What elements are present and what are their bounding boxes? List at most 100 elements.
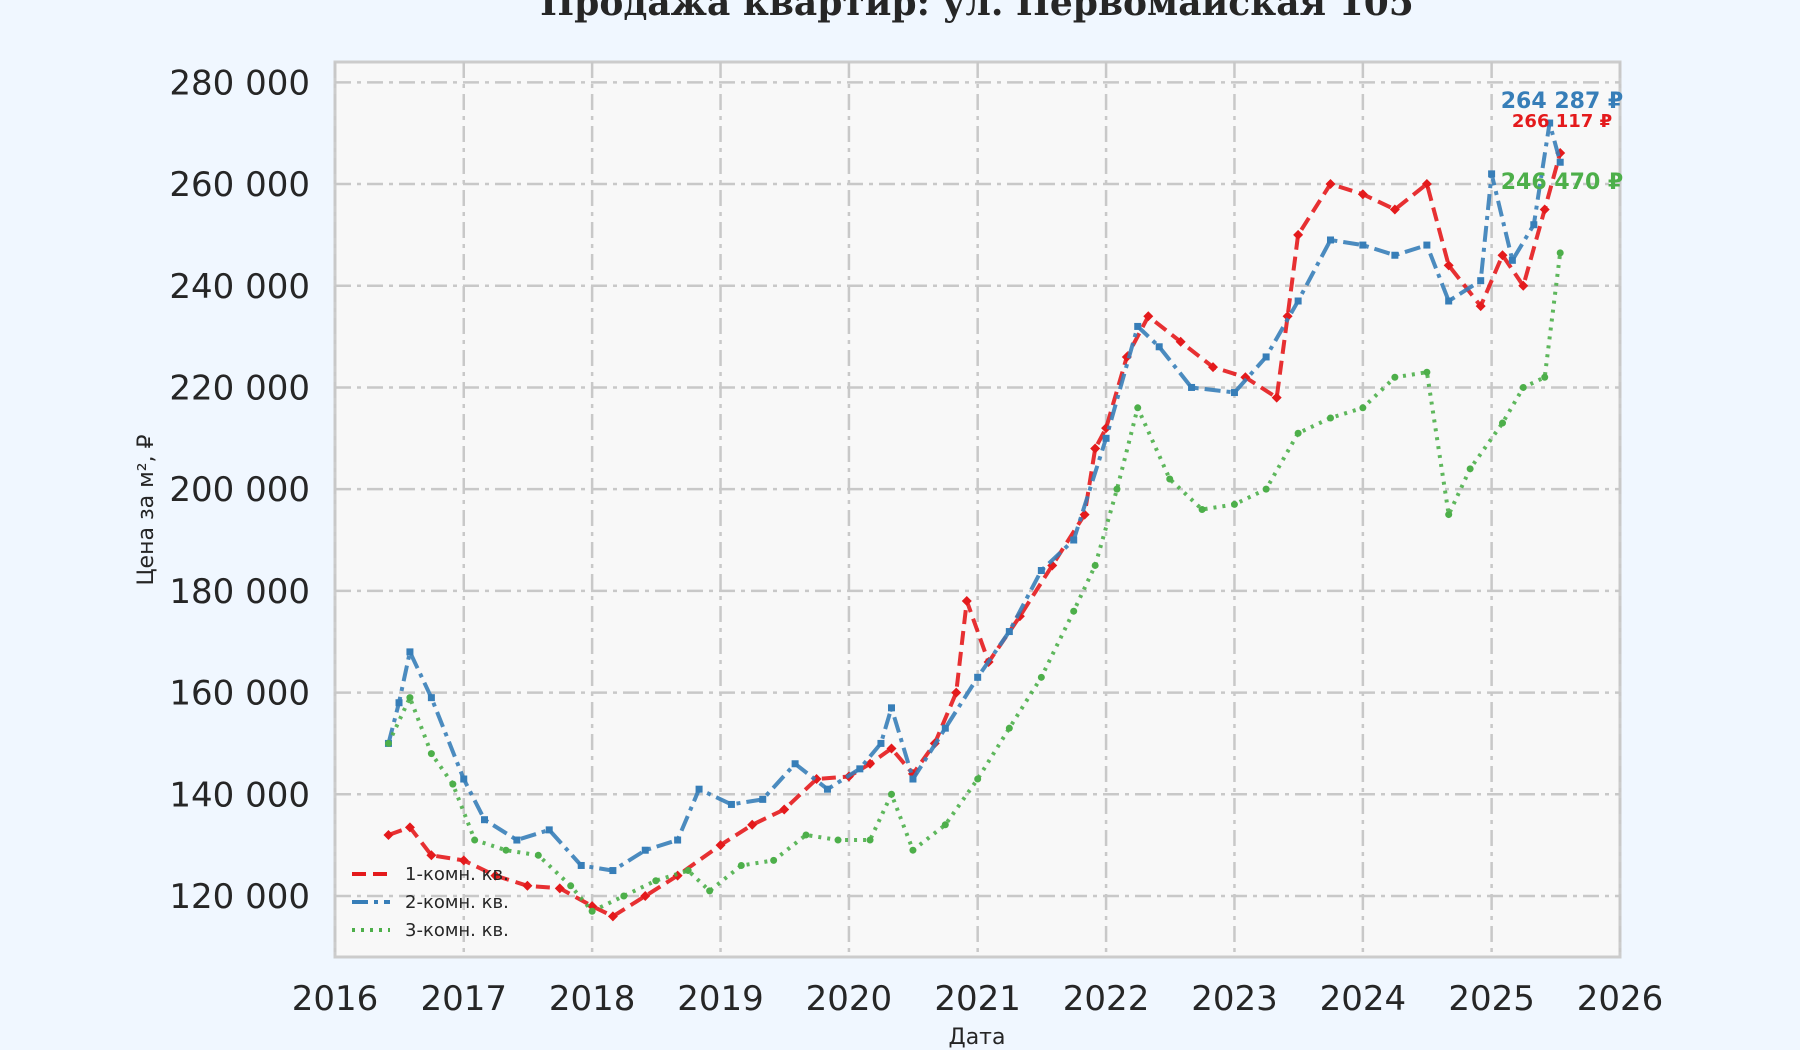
data-point	[1294, 429, 1302, 437]
data-point	[1230, 389, 1238, 397]
data-point	[974, 775, 982, 783]
data-point	[1541, 373, 1549, 381]
data-point	[383, 829, 394, 840]
data-point	[652, 877, 660, 885]
data-point	[706, 887, 714, 895]
data-point	[909, 775, 917, 783]
data-point	[1391, 373, 1399, 381]
data-point	[1005, 628, 1013, 636]
data-point	[1326, 236, 1334, 244]
data-point	[567, 882, 575, 890]
data-point	[577, 861, 585, 869]
data-point	[1175, 336, 1186, 347]
chart-title: Продажа квартир: ул. Первомайская 105	[540, 0, 1414, 24]
data-point	[1271, 392, 1282, 403]
data-point	[481, 816, 489, 824]
data-point	[886, 743, 897, 754]
data-point	[427, 750, 435, 758]
data-point	[727, 800, 735, 808]
data-point	[1443, 260, 1454, 271]
data-point	[1519, 383, 1527, 391]
data-point	[747, 819, 758, 830]
ticks: 2016 2017 2018 2019 2020 2021 2022 2023 2024 2025…	[169, 63, 1663, 1019]
x-tick-label: 2026	[1577, 979, 1664, 1019]
data-point	[1497, 250, 1508, 261]
data-point	[887, 704, 895, 712]
x-tick-label: 2017	[420, 979, 507, 1019]
data-point	[1166, 475, 1174, 483]
data-point	[1477, 277, 1485, 285]
data-point	[856, 765, 864, 773]
y-tick-label: 260 000	[169, 165, 310, 205]
data-point	[1262, 353, 1270, 361]
x-tick-label: 2019	[677, 979, 764, 1019]
data-point	[426, 850, 437, 861]
data-point	[1391, 251, 1399, 259]
data-point	[554, 883, 565, 894]
data-point	[620, 892, 628, 900]
data-point	[384, 739, 392, 747]
data-point	[1143, 311, 1154, 322]
y-tick-label: 120 000	[169, 877, 310, 917]
data-point	[877, 739, 885, 747]
x-tick-label: 2016	[292, 979, 379, 1019]
x-tick-label: 2021	[934, 979, 1021, 1019]
data-point	[1134, 404, 1142, 412]
data-point	[1499, 419, 1507, 427]
data-point	[1262, 485, 1270, 493]
data-point	[587, 901, 598, 912]
data-point	[909, 846, 917, 854]
data-point	[406, 648, 414, 656]
y-tick-label: 280 000	[169, 63, 310, 103]
data-point	[1518, 280, 1529, 291]
data-point	[961, 596, 972, 607]
data-point	[1556, 158, 1564, 166]
data-point	[1488, 170, 1496, 178]
y-axis-label: Цена за м², ₽	[134, 434, 159, 585]
data-point	[737, 861, 745, 869]
data-point	[770, 856, 778, 864]
data-point	[1389, 204, 1400, 215]
data-point	[674, 836, 682, 844]
data-point	[1090, 443, 1101, 454]
data-point	[490, 870, 501, 881]
data-point	[695, 785, 703, 793]
data-point	[1357, 189, 1368, 200]
y-tick-label: 160 000	[169, 674, 310, 714]
grid	[333, 62, 1622, 957]
data-point	[865, 758, 876, 769]
data-point	[427, 694, 435, 702]
data-point	[1294, 297, 1302, 305]
data-point	[1359, 241, 1367, 249]
y-tick-label: 220 000	[169, 368, 310, 408]
data-point	[1005, 724, 1013, 732]
data-point	[834, 836, 842, 844]
data-point	[1208, 362, 1219, 373]
x-tick-label: 2020	[806, 979, 893, 1019]
series-line	[386, 121, 1563, 873]
data-point	[522, 880, 533, 891]
data-point	[406, 694, 414, 702]
data-point	[1070, 536, 1078, 544]
data-point	[1155, 343, 1163, 351]
data-point	[395, 699, 403, 707]
legend-entry: 2-комн. кв.	[405, 892, 509, 913]
x-axis-label: Дата	[949, 1025, 1006, 1050]
data-point	[1037, 567, 1045, 575]
legend-entry: 1-комн. кв.	[405, 864, 509, 885]
y-tick-label: 200 000	[169, 470, 310, 510]
data-point	[534, 851, 542, 859]
y-tick-label: 140 000	[169, 775, 310, 815]
data-point	[449, 780, 457, 788]
data-point	[1421, 179, 1432, 190]
data-point	[1556, 249, 1564, 257]
y-tick-label: 240 000	[169, 267, 310, 307]
data-point	[759, 795, 767, 803]
data-point	[1037, 673, 1045, 681]
data-point	[1230, 500, 1238, 508]
data-point	[1530, 221, 1538, 229]
data-point	[1070, 607, 1078, 615]
data-point	[1282, 311, 1293, 322]
data-point	[779, 804, 790, 815]
